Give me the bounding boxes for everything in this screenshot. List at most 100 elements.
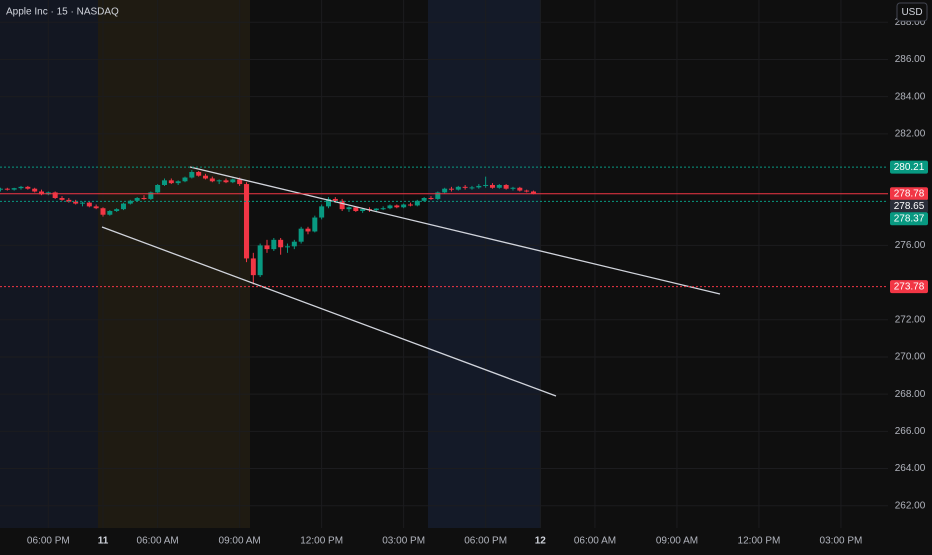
currency-button[interactable] (896, 2, 928, 22)
trend-line (189, 166, 721, 295)
x-tick-label: 03:00 PM (820, 536, 863, 547)
y-tick-label: 272.00 (895, 314, 926, 325)
x-tick-label: 12:00 PM (300, 536, 343, 547)
y-tick-label: 282.00 (895, 128, 926, 139)
candle-body (25, 186, 31, 189)
candle-body (353, 207, 359, 212)
price-tag (890, 160, 928, 174)
candle-body (414, 200, 420, 206)
candle-body (496, 184, 502, 188)
price-tag-label: 278.78 (894, 188, 925, 199)
candle-body (319, 206, 325, 218)
candle-body (32, 188, 38, 192)
candle-body (264, 245, 270, 250)
price-tag-label: 280.21 (894, 162, 925, 173)
candle-body (271, 239, 277, 250)
candle-body (38, 191, 44, 195)
candle-body (230, 179, 236, 183)
symbol-title: Apple Inc · 15 · NASDAQ (6, 7, 119, 18)
candle-body (250, 258, 256, 276)
candle-body (503, 184, 509, 189)
candle-body (448, 188, 454, 190)
candle-body (141, 198, 147, 199)
candle-body (339, 200, 345, 210)
trend-line (101, 226, 557, 397)
session-shade (428, 0, 541, 528)
candle-body (455, 186, 461, 190)
candle-body (346, 207, 352, 210)
candle-body (325, 198, 331, 207)
x-tick-label: 06:00 AM (574, 536, 616, 547)
candle-body (216, 180, 222, 182)
candle-body (298, 228, 304, 242)
session-shade (0, 0, 98, 528)
candle-body (93, 206, 99, 209)
candle-body (209, 178, 215, 182)
candle-body (196, 171, 202, 176)
candle-body (380, 208, 386, 210)
candle-body (237, 179, 243, 185)
price-axis (888, 0, 932, 550)
candle-body (189, 171, 195, 178)
axes: 262.00 264.00 266.00 268.00 270.00 272.00 276.… (27, 17, 928, 547)
candle-body (278, 239, 284, 248)
y-tick-label: 266.00 (895, 426, 926, 437)
candle-body (4, 188, 10, 190)
candle-body (18, 186, 24, 189)
candle-body (442, 188, 448, 193)
candle-body (483, 184, 489, 186)
candle-body (100, 208, 106, 215)
currency-label[interactable]: USD (901, 7, 922, 18)
candle-body (291, 241, 297, 247)
price-tag (890, 280, 928, 294)
candle-body (155, 184, 161, 193)
x-tick-label: 09:00 AM (656, 536, 698, 547)
candle-body (510, 187, 516, 189)
candle-body (401, 204, 407, 208)
candle-body (360, 209, 366, 212)
y-tick-label: 284.00 (895, 91, 926, 102)
x-tick-label: 06:00 AM (137, 536, 179, 547)
candle-body (73, 201, 79, 204)
candle-body (161, 180, 167, 185)
candles (0, 170, 536, 285)
y-tick-label: 262.00 (895, 500, 926, 511)
candle-body (489, 184, 495, 188)
candle-body (120, 203, 126, 210)
candle-body (79, 202, 85, 204)
y-tick-label: 286.00 (895, 54, 926, 65)
candle-body (373, 208, 379, 211)
candle-body (312, 217, 318, 232)
x-tick-label: 06:00 PM (27, 536, 70, 547)
session-shade (98, 0, 250, 528)
candle-body (86, 202, 92, 207)
candle-body (223, 180, 229, 183)
candle-body (127, 200, 133, 204)
candle-body (469, 187, 475, 189)
candle-body (476, 185, 482, 188)
candle-body (182, 177, 188, 182)
candle-body (243, 184, 249, 259)
candle-body (175, 181, 181, 184)
x-tick-label: 06:00 PM (464, 536, 507, 547)
candle-body (421, 198, 427, 201)
candle-body (394, 205, 400, 208)
candle-body (202, 175, 208, 179)
candle-body (524, 190, 530, 192)
y-tick-label: 268.00 (895, 389, 926, 400)
candle-body (305, 228, 311, 232)
candle-body (52, 192, 58, 198)
price-tag-label: 278.37 (894, 213, 925, 224)
price-tag-label: 278.65 (894, 201, 925, 212)
candle-body (387, 205, 393, 209)
price-tag-label: 273.78 (894, 281, 925, 292)
candle-body (517, 187, 523, 191)
price-tag (890, 199, 928, 213)
grid (0, 0, 888, 528)
candle-body (148, 192, 154, 199)
x-tick-label: 11 (98, 536, 109, 547)
candle-body (168, 180, 174, 184)
candle-body (134, 198, 140, 201)
candle-body (407, 204, 413, 206)
